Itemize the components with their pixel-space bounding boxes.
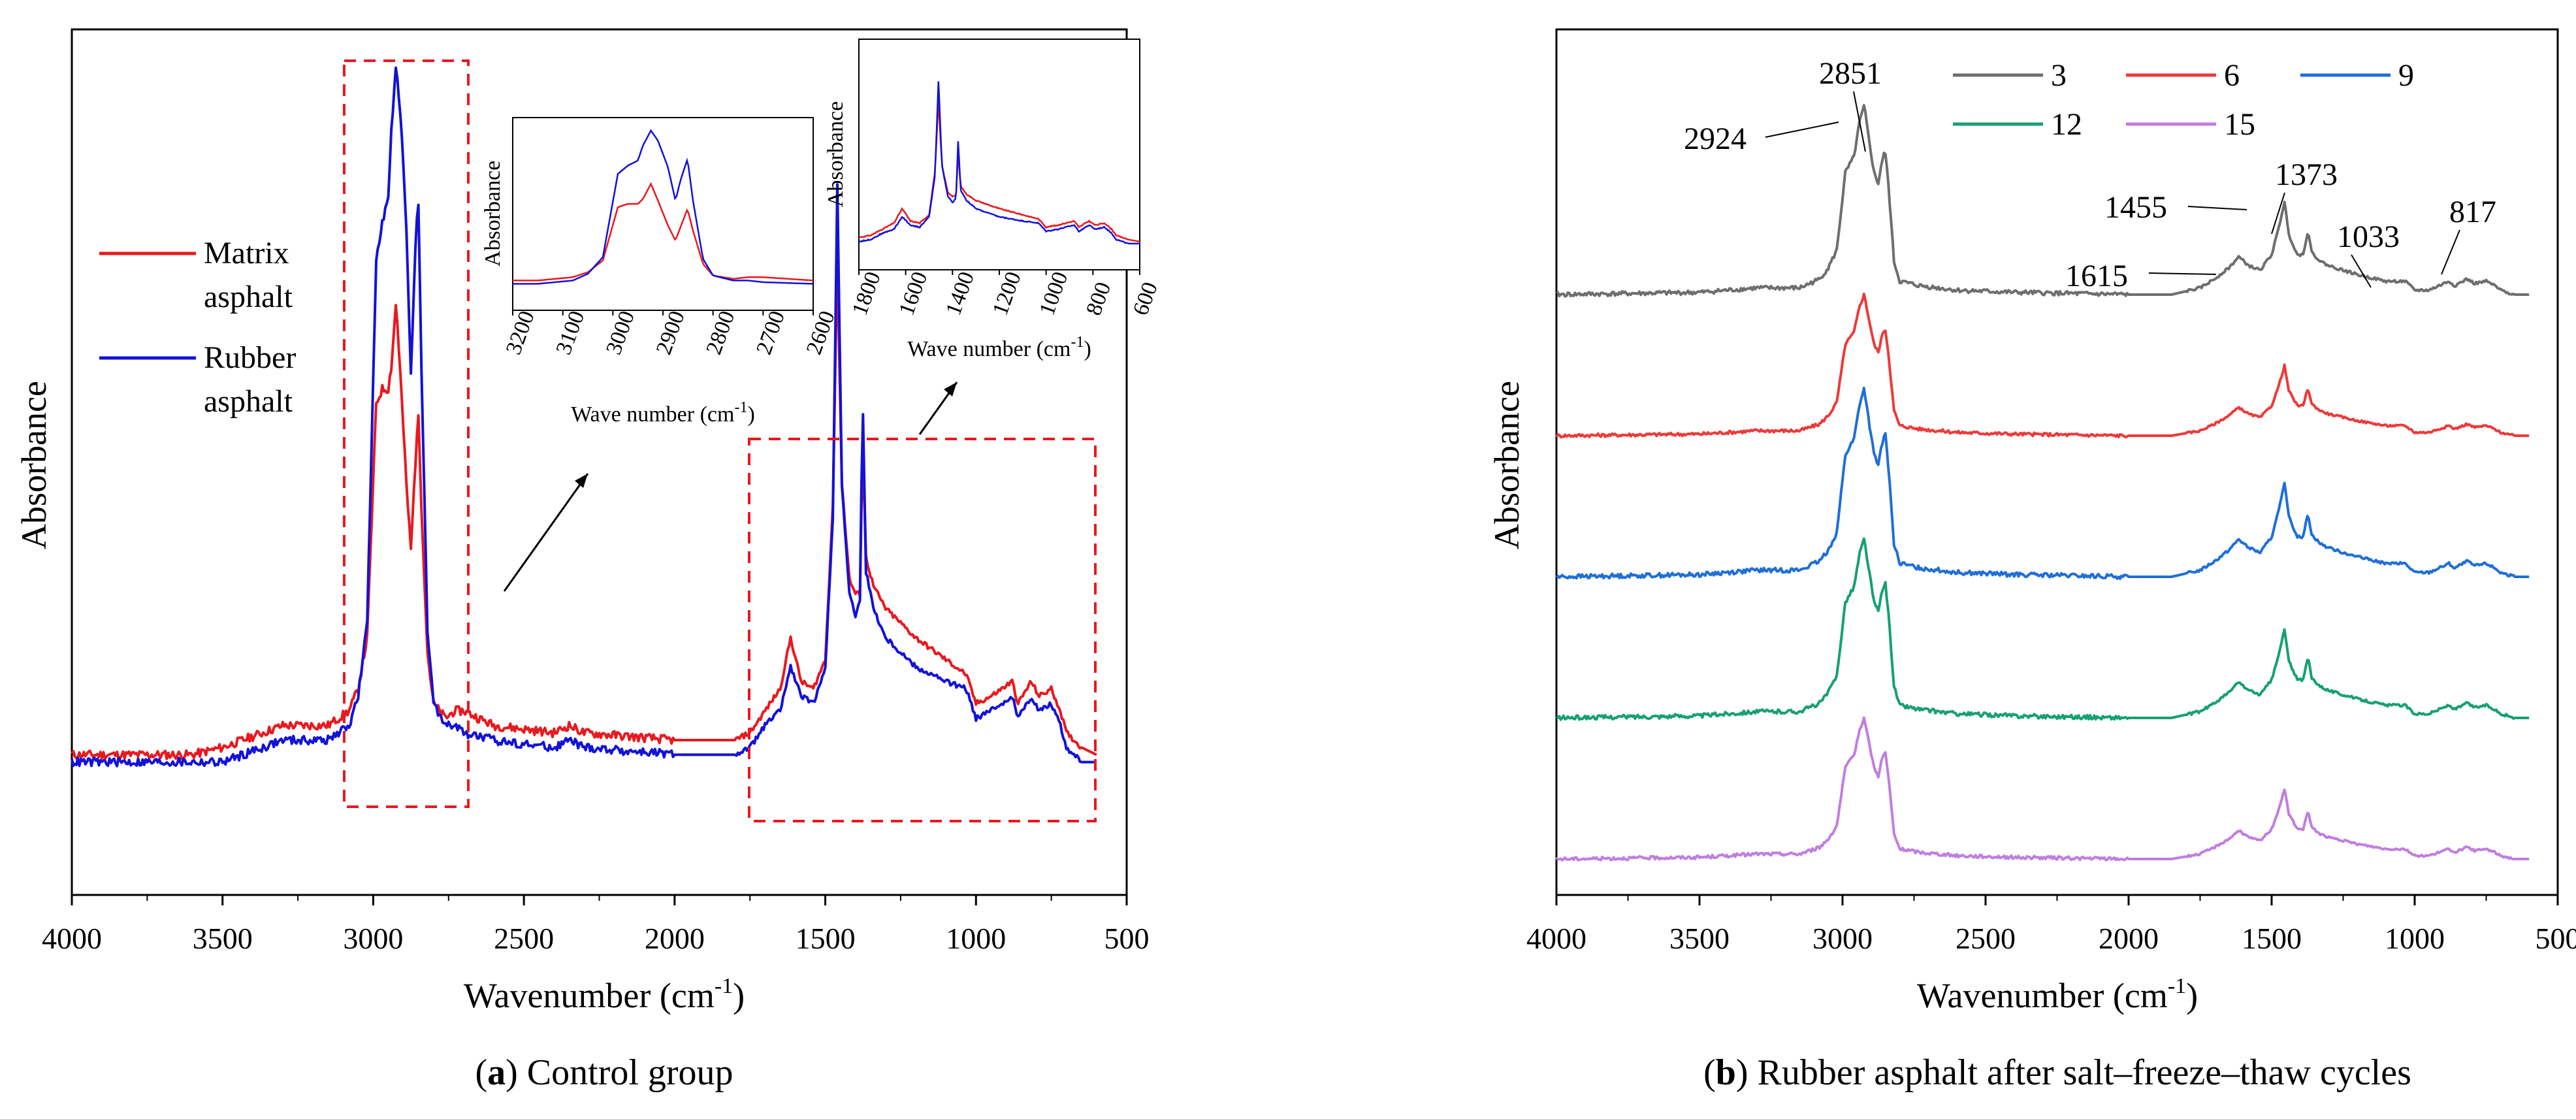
y-axis-label-b: Absorbance — [1487, 381, 1526, 549]
peak-leader-1455 — [2187, 206, 2247, 210]
highlight-box-fingerprint — [748, 438, 1097, 822]
series-a-matrix — [71, 258, 1097, 760]
x-tick-label-b-3000: 3000 — [1812, 922, 1873, 955]
inset-2-series-matrix — [858, 101, 1140, 243]
peak-label-1615: 1615 — [2065, 259, 2128, 293]
legend-label-matrix: Matrix — [204, 236, 289, 270]
peak-annotations: 2924 2851 1615 1455 1373 1033 817 — [1684, 56, 2496, 293]
x-tick-label-a-2500: 2500 — [494, 922, 554, 955]
highlight-box-ch — [343, 59, 470, 808]
peak-label-1033: 1033 — [2337, 219, 2400, 254]
inset-1-ylabel: Absorbance — [481, 161, 505, 267]
inset-1-tick-label-2700: 2700 — [752, 308, 790, 358]
inset-2: 1800 1600 1400 1200 1000 800 600 Wave number (… — [824, 39, 1163, 361]
inset-1-tick-label-2800: 2800 — [701, 308, 739, 358]
peak-leader-2924 — [1765, 122, 1839, 138]
peak-label-817: 817 — [2449, 195, 2496, 229]
peak-label-2851: 2851 — [1819, 56, 1882, 91]
x-tick-label-b-500: 500 — [2536, 922, 2576, 955]
arrow-head-inset1 — [575, 474, 588, 488]
panel-a: 4000 3500 3000 2500 2000 1500 1000 500 Matrix a… — [14, 28, 1163, 1093]
inset-2-series — [858, 81, 1140, 245]
inset-2-xlabel: Wave number (cm-1) — [907, 334, 1091, 361]
caption-b: (b) Rubber asphalt after salt–freeze–tha… — [1703, 1052, 2411, 1093]
series-b-6 — [1555, 292, 2530, 439]
caption-a: (a) Control group — [475, 1052, 733, 1093]
x-ticks-b: 4000 3500 3000 2500 2000 1500 1000 500 — [1526, 895, 2576, 955]
peak-label-2924: 2924 — [1684, 122, 1747, 156]
inset-1-xlabel: Wave number (cm-1) — [571, 399, 755, 427]
inset-2-tick-label-1200: 1200 — [988, 268, 1026, 319]
peak-leader-2851 — [1853, 91, 1866, 152]
x-tick-label-a-1500: 1500 — [796, 922, 856, 955]
legend-label-rubber-2: asphalt — [204, 384, 293, 419]
inset-1-series-rubber — [513, 129, 814, 285]
inset-2-tick-label-800: 800 — [1082, 279, 1116, 319]
x-axis-label-a: Wavenumber (cm-1) — [464, 974, 745, 1015]
series-b-3 — [1556, 104, 2530, 298]
inset-1-tick-label-3200: 3200 — [502, 308, 539, 358]
x-tick-label-b-2000: 2000 — [2099, 922, 2159, 955]
inset-1-series — [513, 129, 814, 285]
x-ticks-a: 4000 3500 3000 2500 2000 1500 1000 500 — [42, 895, 1150, 955]
y-axis-label-a: Absorbance — [14, 381, 54, 549]
series-b-9 — [1555, 386, 2530, 580]
x-tick-label-b-3500: 3500 — [1669, 922, 1730, 955]
x-tick-label-b-4000: 4000 — [1526, 922, 1586, 955]
peak-leader-1033 — [2351, 254, 2372, 288]
inset-2-series-rubber — [858, 81, 1140, 245]
x-tick-label-b-1500: 1500 — [2242, 922, 2302, 955]
x-tick-label-a-1000: 1000 — [946, 922, 1006, 955]
inset-1: 3200 3100 3000 2900 2800 2700 2600 Wave number… — [481, 117, 840, 427]
legend-label-6: 6 — [2224, 58, 2240, 93]
x-tick-label-b-2500: 2500 — [1956, 922, 2016, 955]
legend-label-rubber: Rubber — [204, 340, 296, 375]
inset-1-tick-label-3000: 3000 — [602, 308, 639, 358]
inset-2-ylabel: Absorbance — [824, 101, 848, 207]
inset-2-ticks: 1800 1600 1400 1200 1000 800 600 — [848, 268, 1163, 319]
legend-b: 3 6 9 12 15 — [1953, 58, 2414, 142]
x-axis-label-b: Wavenumber (cm-1) — [1917, 974, 2198, 1015]
x-tick-label-a-3500: 3500 — [193, 922, 253, 955]
inset-2-frame — [858, 39, 1140, 270]
peak-label-1455: 1455 — [2104, 190, 2167, 225]
inset-2-tick-label-1400: 1400 — [941, 268, 979, 319]
inset-1-ticks: 3200 3100 3000 2900 2800 2700 2600 — [502, 308, 840, 358]
inset-2-tick-label-1800: 1800 — [848, 268, 886, 319]
peak-leader-1615 — [2148, 272, 2217, 275]
series-group-b — [1555, 104, 2530, 862]
legend-label-matrix-2: asphalt — [204, 280, 293, 314]
series-b-15 — [1555, 716, 2530, 862]
legend-label-3: 3 — [2051, 58, 2067, 93]
legend-label-12: 12 — [2051, 107, 2082, 142]
panel-b: 4000 3500 3000 2500 2000 1500 1000 500 3 6 9 12… — [1487, 28, 2576, 1093]
peak-leader-817 — [2441, 229, 2460, 275]
x-tick-label-a-500: 500 — [1104, 922, 1150, 955]
inset-2-tick-label-1000: 1000 — [1035, 268, 1072, 319]
arrow-to-inset1 — [503, 473, 589, 592]
peak-leader-1373 — [2271, 192, 2285, 235]
legend-a: Matrix asphalt Rubber asphalt — [99, 236, 296, 419]
x-tick-label-a-3000: 3000 — [343, 922, 403, 955]
x-tick-label-b-1000: 1000 — [2385, 922, 2445, 955]
inset-2-tick-label-1600: 1600 — [894, 268, 932, 319]
peak-label-1373: 1373 — [2275, 157, 2338, 192]
plot-frame-b — [1555, 28, 2559, 896]
arrow-head-inset2 — [944, 382, 957, 397]
inset-1-series-matrix — [513, 182, 814, 282]
series-a-rubber — [71, 66, 1097, 768]
series-group-a — [71, 66, 1097, 768]
inset-2-tick-label-600: 600 — [1129, 279, 1163, 319]
inset-1-tick-label-2900: 2900 — [652, 308, 690, 358]
inset-1-tick-label-3100: 3100 — [551, 308, 589, 358]
legend-label-9: 9 — [2398, 58, 2414, 93]
series-b-12 — [1556, 537, 2530, 721]
legend-label-15: 15 — [2224, 107, 2255, 142]
x-tick-label-a-2000: 2000 — [645, 922, 705, 955]
x-tick-label-a-4000: 4000 — [42, 922, 102, 955]
